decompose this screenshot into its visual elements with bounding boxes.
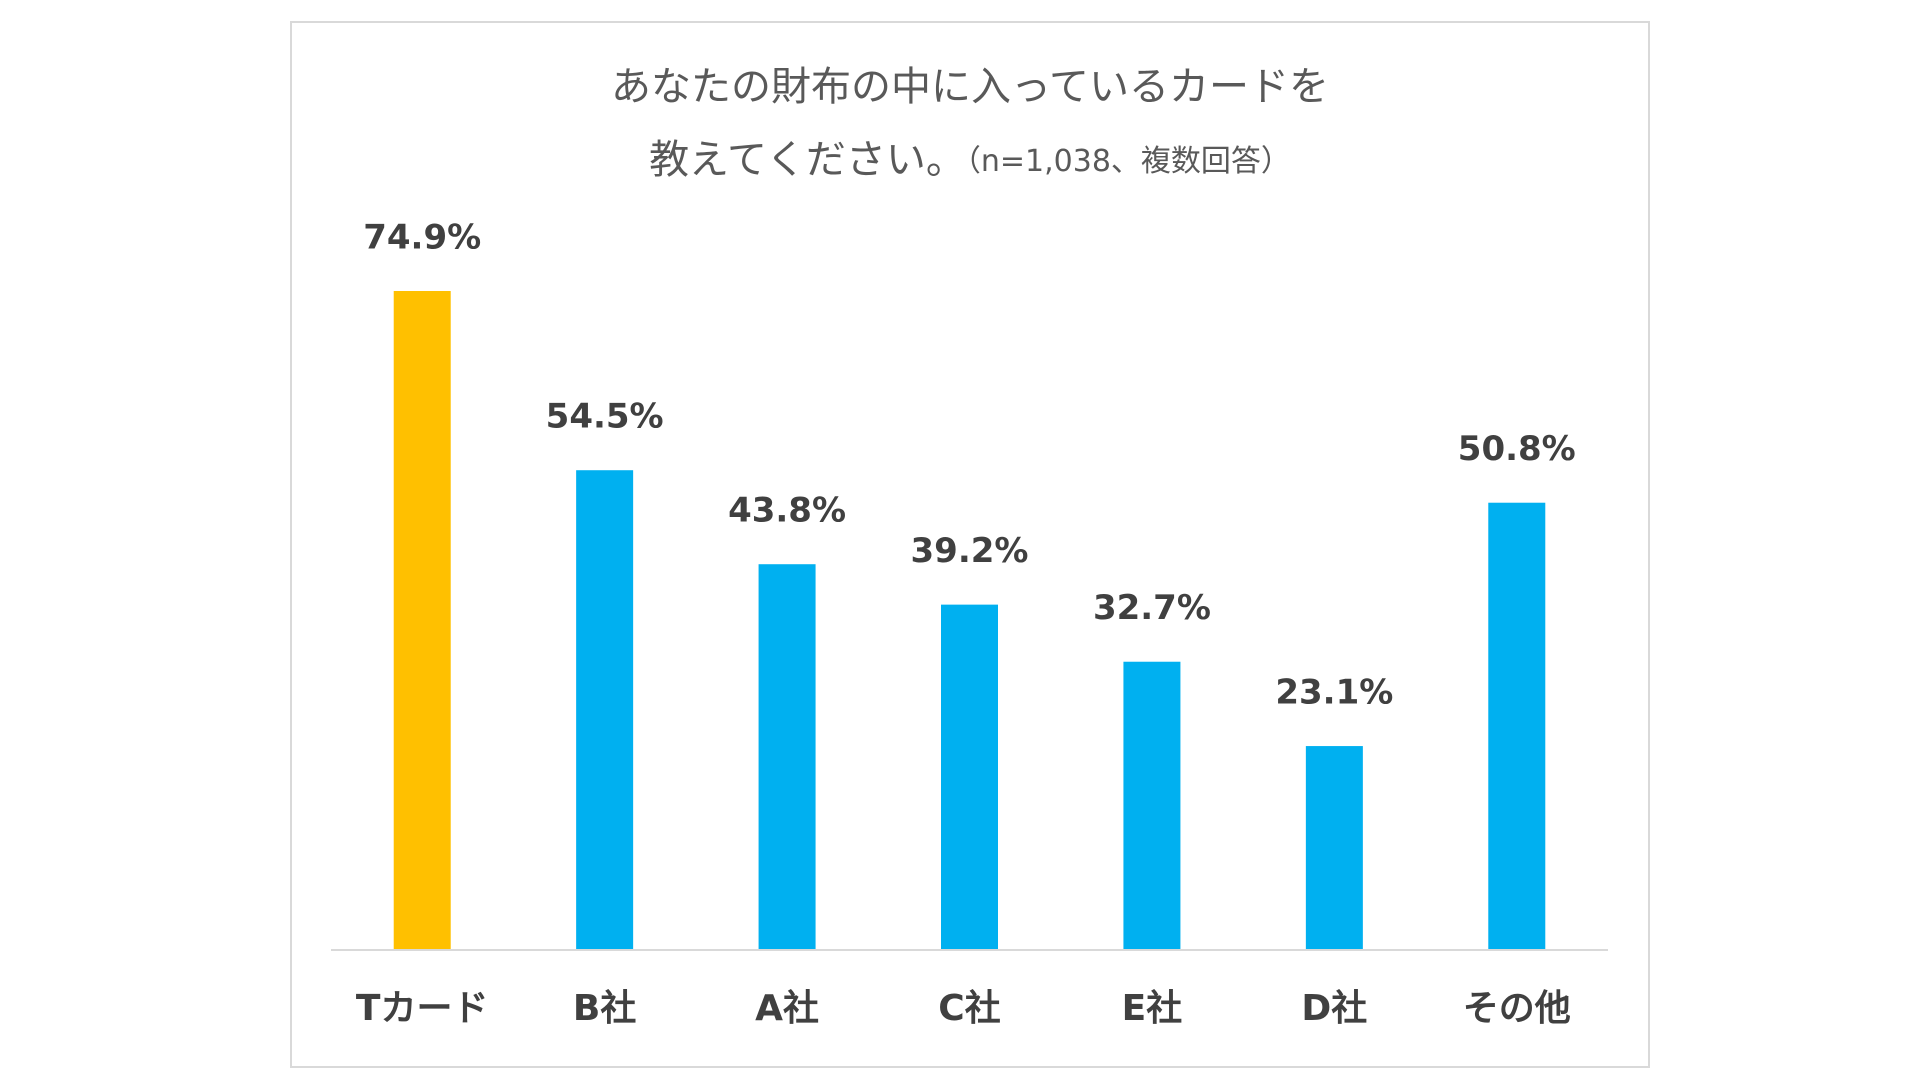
data-label: 23.1%: [1275, 673, 1393, 713]
bar: [393, 291, 451, 949]
chart-title: 教えてください。（n=1,038、複数回答）: [649, 137, 1291, 183]
x-tick-label: B社: [573, 988, 636, 1029]
bar: [1123, 661, 1181, 949]
data-label: 32.7%: [1093, 588, 1211, 628]
x-tick-label: E社: [1122, 988, 1183, 1029]
bar: [1488, 502, 1546, 949]
x-tick-label: D社: [1301, 988, 1367, 1029]
chart-title: 教えてください。: [649, 137, 966, 183]
data-label: 54.5%: [546, 397, 664, 437]
x-tick-label: その他: [1463, 988, 1571, 1029]
bar: [941, 604, 998, 949]
x-tick-label: Tカード: [356, 988, 489, 1029]
data-label: 39.2%: [911, 531, 1029, 571]
bar: [1305, 746, 1363, 949]
data-label: 50.8%: [1458, 429, 1576, 469]
data-label: 43.8%: [728, 491, 846, 531]
x-tick-label: C社: [938, 988, 1000, 1029]
data-label: 74.9%: [363, 218, 481, 258]
chart-subtitle: （n=1,038、複数回答）: [966, 144, 1291, 179]
bar: [576, 470, 634, 949]
x-tick-label: A社: [755, 988, 819, 1029]
bar: [758, 564, 816, 949]
chart-title: あなたの財布の中に入っているカードを: [611, 64, 1329, 110]
